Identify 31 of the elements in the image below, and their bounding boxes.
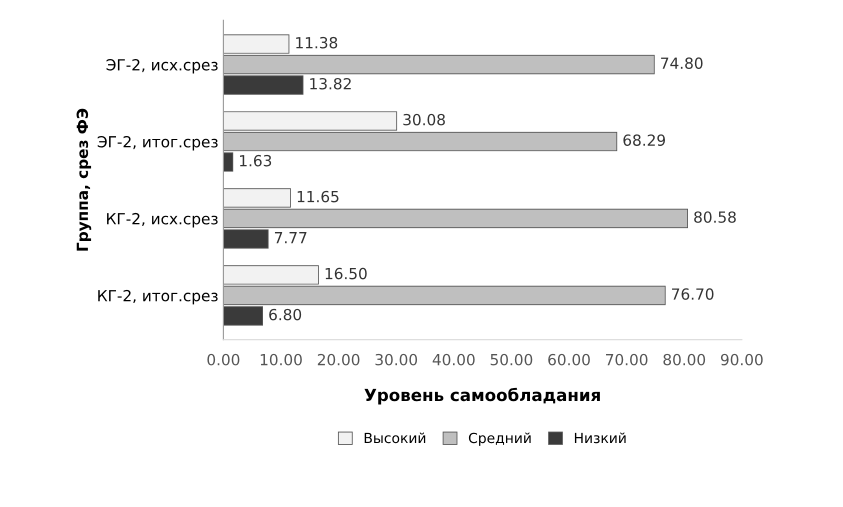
data-label: 7.77 [274,232,306,244]
x-tick-label: 80.00 [663,354,706,366]
y-axis-title: Группа, срез ФЭ [76,108,92,251]
data-label: 68.29 [623,134,665,146]
data-label: 16.50 [326,268,367,280]
x-tick-label: 0.00 [207,354,240,366]
y-tick-label: ЭГ-2, итог.срез [98,136,218,150]
y-tick-label: ЭГ-2, исх.срез [106,59,218,74]
x-tick-label: 70.00 [606,354,648,366]
data-label: 11.38 [296,36,338,48]
data-label: 13.82 [310,78,351,90]
data-label: 80.58 [694,211,736,223]
data-label: 74.80 [661,57,703,69]
x-tick-label: 90.00 [720,354,763,366]
data-label: 11.65 [298,190,338,202]
y-tick-label: КГ-2, исх.срез [107,212,218,228]
x-tick-label: 60.00 [548,354,590,366]
legend-label: Высокий [364,432,426,444]
x-axis-title: Уровень самообладания [364,388,600,404]
legend-label: Низкий [574,432,626,444]
data-label: 1.63 [240,154,272,166]
x-tick-label: 30.00 [376,354,418,366]
y-tick-label: КГ-2, итог.срез [98,290,218,304]
x-tick-label: 10.00 [260,354,302,366]
x-tick-label: 20.00 [318,354,360,366]
x-tick-label: 50.00 [490,354,532,366]
data-label: 30.08 [403,114,445,126]
data-label: 6.80 [269,308,302,320]
x-tick-label: 40.00 [432,354,475,366]
data-label: 76.70 [672,288,714,300]
legend-label: Средний [468,432,531,446]
